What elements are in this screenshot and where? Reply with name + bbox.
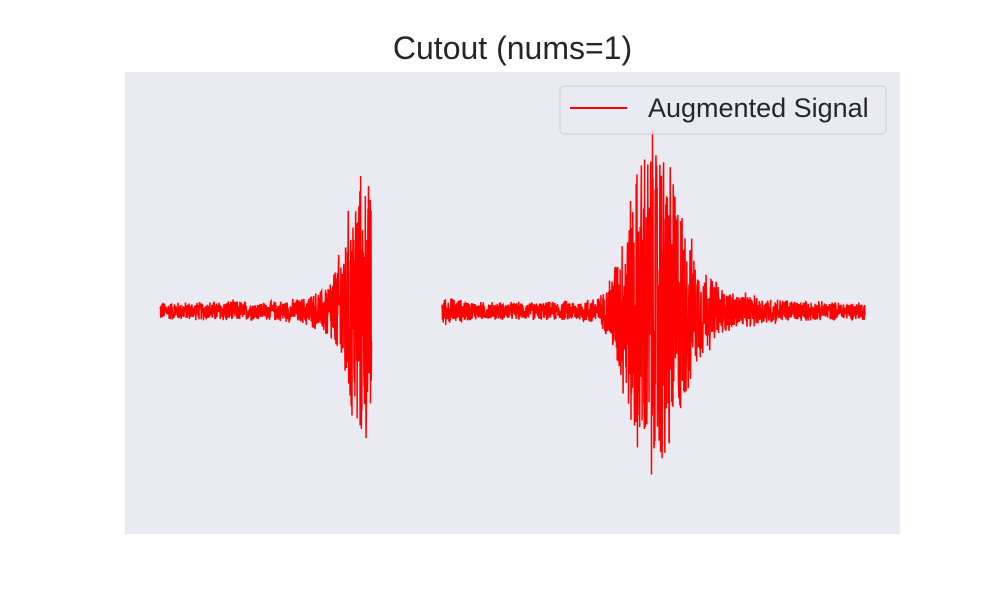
- chart-title: Cutout (nums=1): [392, 30, 633, 66]
- legend-label: Augmented Signal: [648, 93, 869, 123]
- legend-box: [559, 85, 887, 135]
- signal-group: [159, 130, 866, 475]
- signal-segment-1: [159, 176, 373, 439]
- signal-segment-2: [441, 130, 866, 475]
- legend: Augmented Signal: [559, 85, 887, 135]
